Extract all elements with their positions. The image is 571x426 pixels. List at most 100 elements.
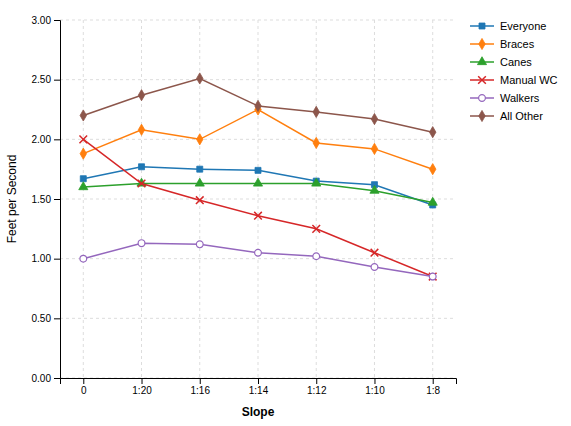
legend-label: Canes (500, 56, 532, 68)
x-axis-title: Slope (242, 405, 275, 419)
x-tick-label: 0 (81, 385, 87, 396)
point (371, 249, 379, 257)
series-line (83, 139, 432, 276)
legend-marker (479, 95, 486, 102)
legend-label: Everyone (500, 20, 546, 32)
grid-line (60, 199, 456, 200)
point (255, 100, 261, 111)
x-tick-mark (258, 378, 259, 384)
point (80, 255, 87, 262)
series (80, 104, 436, 175)
y-tick-mark (54, 80, 60, 81)
x-tick-mark (374, 378, 375, 384)
point (429, 273, 436, 280)
legend-label: All Other (500, 110, 543, 122)
y-tick: 0.50 (32, 313, 60, 324)
point (196, 196, 204, 204)
point (313, 106, 319, 117)
y-tick: 0.00 (32, 373, 60, 384)
grid-line (141, 20, 142, 378)
grid-line (60, 258, 456, 259)
x-tick-mark (83, 378, 84, 384)
x-tick: 1:8 (426, 378, 440, 396)
plot: 0 1:20 1:16 1:14 1:12 1:10 1:8 0.00 0.50 1.00 1.50… (32, 15, 457, 396)
x-tick-label: 1:10 (365, 385, 385, 396)
series (80, 240, 436, 280)
point (255, 167, 261, 173)
point (370, 185, 379, 193)
series-layer (79, 73, 438, 281)
y-tick-label: 1.00 (32, 253, 52, 264)
grid-line (60, 318, 456, 319)
point (138, 90, 144, 101)
y-tick-mark (54, 199, 60, 200)
y-tick-mark (54, 259, 60, 260)
point (80, 176, 86, 182)
grid-line (374, 20, 375, 378)
x-tick: 0 (81, 378, 87, 396)
y-tick-label: 3.00 (32, 15, 52, 26)
point (371, 143, 377, 154)
series-line (83, 78, 432, 132)
series (80, 164, 435, 208)
y-tick-mark (54, 318, 60, 319)
point (313, 137, 319, 148)
point (371, 264, 378, 271)
legend-item: All Other (470, 110, 543, 122)
y-tick: 2.00 (32, 134, 60, 145)
y-axis-title: Feet per Second (5, 155, 19, 244)
point (196, 241, 203, 248)
point (312, 225, 320, 233)
chart: 0 1:20 1:16 1:14 1:12 1:10 1:8 0.00 0.50 1.00 1.50… (0, 0, 571, 426)
x-tick-label: 1:20 (132, 385, 152, 396)
legend-label: Braces (500, 38, 535, 50)
point (79, 136, 87, 144)
series-line (83, 167, 432, 205)
point (254, 212, 262, 220)
grid-line (83, 20, 84, 378)
series-line (83, 110, 432, 170)
point (138, 240, 145, 247)
x-tick: 1:14 (249, 378, 269, 396)
point (139, 164, 145, 170)
legend-item: Everyone (470, 20, 546, 32)
legend: EveryoneBracesCanesManual WCWalkersAll O… (470, 20, 558, 122)
x-tick-label: 1:12 (307, 385, 327, 396)
y-axis-line (54, 21, 61, 379)
y-tick-mark (54, 20, 60, 21)
series (79, 178, 438, 205)
y-tick: 3.00 (32, 15, 60, 26)
point (80, 110, 86, 121)
x-tick-label: 1:14 (249, 385, 269, 396)
point (371, 113, 377, 124)
point (313, 253, 320, 260)
point (429, 127, 435, 138)
series (80, 73, 436, 138)
y-tick-mark (54, 139, 60, 140)
y-tick-mark (54, 378, 60, 379)
y-axis: 0.00 0.50 1.00 1.50 2.00 2.50 3.00 (32, 15, 61, 384)
point (312, 178, 321, 186)
point (197, 73, 203, 84)
series (79, 136, 436, 281)
x-tick: 1:20 (132, 378, 152, 396)
point (428, 197, 437, 205)
x-tick: 1:16 (191, 378, 211, 396)
y-tick-label: 0.50 (32, 313, 52, 324)
y-tick: 2.50 (32, 74, 60, 85)
point (138, 180, 146, 188)
legend-label: Walkers (500, 92, 540, 104)
y-tick-label: 1.50 (32, 194, 52, 205)
point (253, 178, 262, 186)
x-tick-mark (200, 378, 201, 384)
x-tick: 1:12 (307, 378, 327, 396)
grid-line (258, 20, 259, 378)
legend-marker (479, 23, 485, 29)
x-tick: 1:10 (365, 378, 385, 396)
x-tick-label: 1:16 (191, 385, 211, 396)
point (138, 124, 144, 135)
x-tick-mark (433, 378, 434, 384)
legend-item: Walkers (470, 92, 540, 104)
grid (60, 20, 456, 378)
point (255, 249, 262, 256)
